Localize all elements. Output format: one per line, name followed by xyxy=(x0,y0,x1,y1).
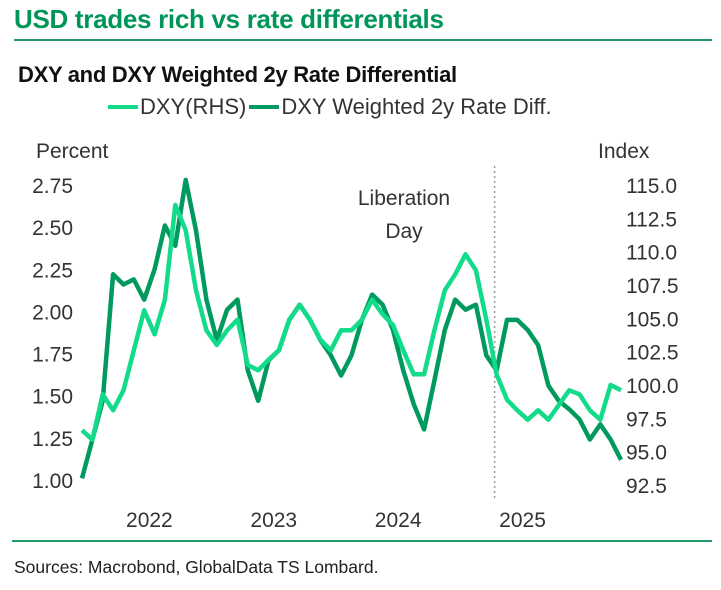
left-tick-label: 2.50 xyxy=(32,217,73,240)
x-tick-label: 2023 xyxy=(250,509,297,532)
chart-headline: USD trades rich vs rate differentials xyxy=(14,4,444,34)
x-tick-label: 2022 xyxy=(126,509,173,532)
legend: DXY(RHS) DXY Weighted 2y Rate Diff. xyxy=(108,94,552,120)
annotation-liberation: Liberation xyxy=(358,187,450,210)
right-tick-label: 92.5 xyxy=(626,475,667,498)
right-axis-label: Index xyxy=(598,140,650,163)
left-tick-label: 2.75 xyxy=(32,175,73,198)
x-tick-label: 2025 xyxy=(499,509,546,532)
left-tick-label: 1.00 xyxy=(32,470,73,493)
left-tick-label: 1.25 xyxy=(32,428,73,451)
right-tick-label: 97.5 xyxy=(626,408,667,431)
x-tick-label: 2024 xyxy=(375,509,422,532)
chart-title: DXY and DXY Weighted 2y Rate Differentia… xyxy=(18,62,457,87)
legend-label-dxy: DXY(RHS) xyxy=(140,94,247,119)
left-tick-label: 2.00 xyxy=(32,301,73,324)
right-tick-label: 102.5 xyxy=(626,342,679,365)
footer-divider xyxy=(12,540,712,542)
right-tick-label: 115.0 xyxy=(626,175,677,198)
legend-label-rate-diff: DXY Weighted 2y Rate Diff. xyxy=(281,94,552,119)
left-axis-label: Percent xyxy=(36,140,109,163)
right-tick-label: 105.0 xyxy=(626,308,679,331)
right-tick-label: 107.5 xyxy=(626,275,679,298)
annotation-day: Day xyxy=(385,220,423,243)
left-tick-label: 1.75 xyxy=(32,344,73,367)
left-tick-label: 1.50 xyxy=(32,386,73,409)
legend-swatch-dxy xyxy=(108,105,138,109)
sources-note: Sources: Macrobond, GlobalData TS Lombar… xyxy=(14,557,379,577)
right-tick-label: 110.0 xyxy=(626,242,677,265)
right-tick-label: 95.0 xyxy=(626,442,667,465)
right-tick-label: 112.5 xyxy=(626,208,677,231)
legend-swatch-rate-diff xyxy=(249,105,280,109)
left-tick-label: 2.25 xyxy=(32,259,73,282)
right-tick-label: 100.0 xyxy=(626,375,679,398)
header-divider xyxy=(14,39,712,41)
